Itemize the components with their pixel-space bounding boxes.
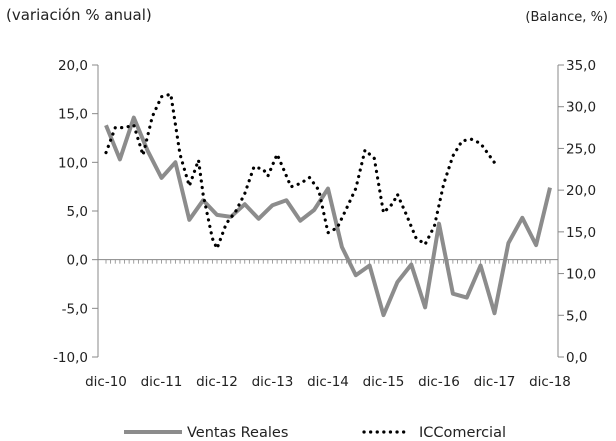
left-tick-label: -10,0	[53, 350, 88, 366]
legend-label-ventas-reales: Ventas Reales	[187, 425, 288, 441]
left-tick-label: 5,0	[67, 204, 88, 220]
right-tick-label: 30,0	[566, 100, 596, 116]
x-tick-label: dic-14	[307, 374, 349, 390]
right-tick-label: 10,0	[566, 267, 596, 283]
left-tick-label: 10,0	[58, 155, 88, 171]
left-tick-label: 15,0	[58, 107, 88, 123]
series-layer	[104, 92, 552, 318]
x-tick-label: dic-15	[363, 374, 405, 390]
right-tick-label: 5,0	[566, 308, 587, 324]
left-tick-label: 20,0	[58, 58, 88, 74]
x-tick-label: dic-13	[252, 374, 294, 390]
right-tick-label: 15,0	[566, 225, 596, 241]
x-tick-label: dic-10	[85, 374, 127, 390]
left-tick-label: -5,0	[62, 301, 88, 317]
series-line-iccomercial	[104, 92, 497, 251]
right-axis-label: (Balance, %)	[525, 10, 608, 25]
right-tick-label: 0,0	[566, 350, 587, 366]
x-tick-label: dic-12	[196, 374, 238, 390]
x-tick-label: dic-16	[418, 374, 460, 390]
right-tick-label: 25,0	[566, 141, 596, 157]
x-tick-label: dic-11	[141, 374, 183, 390]
right-tick-label: 20,0	[566, 183, 596, 199]
x-tick-label: dic-18	[529, 374, 571, 390]
legend: Ventas Reales ICComercial	[124, 425, 506, 441]
legend-label-iccomercial: ICComercial	[419, 425, 506, 441]
left-tick-label: 0,0	[67, 253, 88, 269]
right-tick-label: 35,0	[566, 58, 596, 74]
x-tick-label: dic-17	[474, 374, 516, 390]
left-axis-label: (variación % anual)	[6, 6, 152, 24]
series-line-ventas-reales	[104, 115, 552, 318]
chart-axes: 20,0 15,0 10,0 5,0 0,0 -5,0 -10,0 35,0 30,0 25,0 2…	[53, 58, 596, 390]
